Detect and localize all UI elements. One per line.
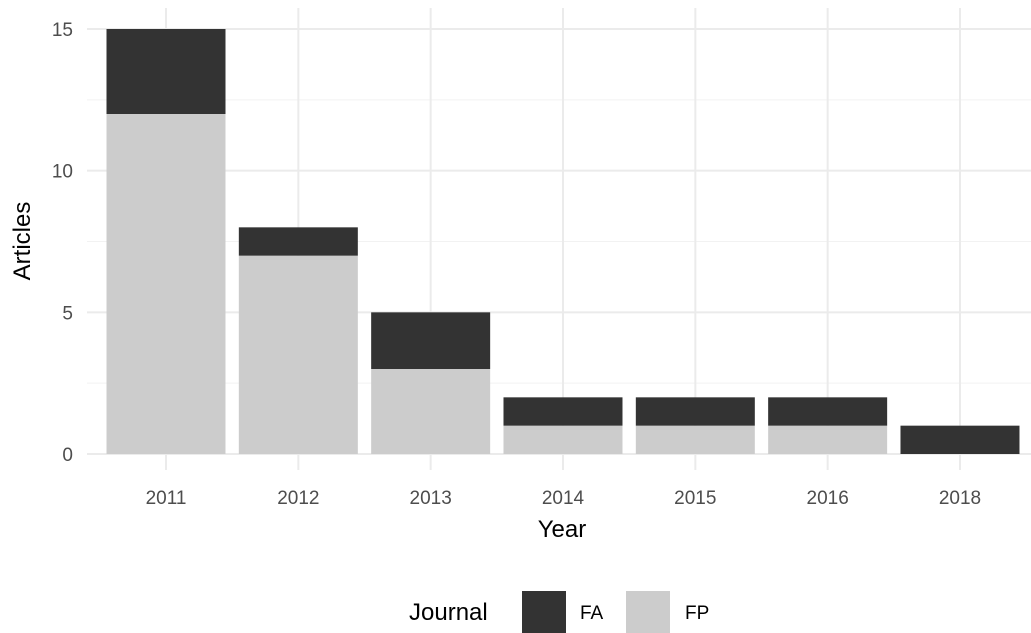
bar-fp-2014 — [503, 425, 623, 454]
bar-fa-2011 — [106, 29, 226, 114]
y-tick-label: 10 — [52, 162, 73, 183]
x-tick-label: 2013 — [410, 488, 452, 509]
bar-fp-2013 — [371, 369, 491, 454]
y-tick-label: 15 — [52, 20, 73, 41]
x-axis-ticks: 2011 2012 2013 2014 2015 2016 2018 — [146, 488, 982, 509]
x-tick-label: 2011 — [146, 488, 187, 509]
bar-fa-2015 — [635, 397, 755, 426]
gridlines — [87, 8, 1031, 470]
x-tick-label: 2014 — [542, 488, 585, 509]
bar-fa-2018 — [900, 425, 1020, 454]
y-axis-ticks: 0 5 10 15 — [52, 20, 73, 466]
legend-label-fa: FA — [580, 603, 604, 624]
legend-title: Journal — [409, 599, 488, 626]
bar-fp-2016 — [768, 425, 888, 454]
bar-fp-2012 — [238, 255, 358, 454]
x-tick-label: 2015 — [674, 488, 716, 509]
y-tick-label: 0 — [62, 445, 73, 466]
x-tick-label: 2016 — [807, 488, 849, 509]
bar-fa-2014 — [503, 397, 623, 426]
legend: Journal FA FP — [409, 591, 709, 633]
y-axis-title: Articles — [9, 202, 36, 281]
legend-label-fp: FP — [685, 603, 709, 624]
bar-fa-2012 — [238, 227, 358, 256]
legend-swatch-fa — [522, 591, 566, 633]
legend-swatch-fp — [626, 591, 670, 633]
x-axis-title: Year — [538, 516, 587, 543]
bar-fa-2013 — [371, 312, 491, 369]
bars — [106, 29, 1020, 454]
bar-fp-2015 — [635, 425, 755, 454]
bar-fp-2011 — [106, 114, 226, 454]
y-tick-label: 5 — [62, 303, 73, 324]
bar-fa-2016 — [768, 397, 888, 426]
x-tick-label: 2012 — [277, 488, 319, 509]
x-tick-label: 2018 — [939, 488, 981, 509]
